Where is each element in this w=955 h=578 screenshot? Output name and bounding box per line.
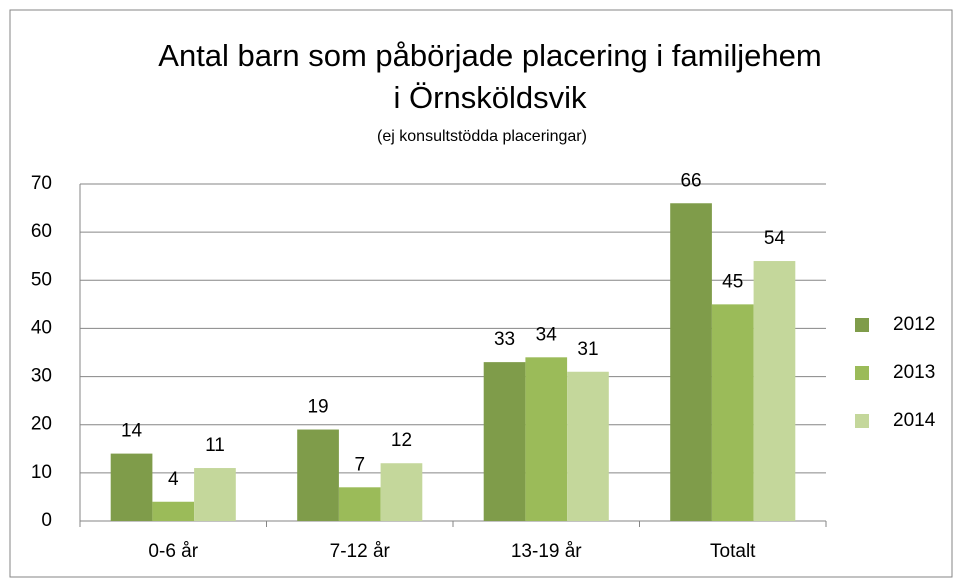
legend-label: 2012 — [893, 314, 935, 335]
bar — [525, 357, 568, 521]
bar — [194, 468, 236, 521]
x-tick-label: 7-12 år — [330, 541, 391, 562]
data-label: 33 — [494, 329, 515, 350]
bar — [670, 203, 712, 521]
bar — [110, 453, 153, 521]
y-tick-label: 30 — [31, 366, 52, 387]
bar — [338, 487, 381, 521]
y-tick-label: 40 — [31, 317, 52, 338]
data-label: 31 — [577, 339, 598, 360]
x-tick-label: Totalt — [710, 541, 756, 562]
bar — [753, 261, 796, 521]
data-label: 19 — [307, 397, 328, 418]
bar — [297, 429, 339, 521]
legend-label: 2014 — [893, 410, 936, 431]
bar — [567, 371, 609, 521]
y-tick-label: 60 — [31, 221, 52, 242]
y-tick-label: 0 — [41, 510, 52, 531]
bar — [711, 304, 754, 521]
bar — [152, 501, 195, 521]
legend-swatch — [855, 414, 869, 428]
data-label: 12 — [391, 430, 412, 451]
y-tick-label: 20 — [31, 414, 52, 435]
chart-title: i Örnsköldsvik — [394, 80, 587, 115]
legend-label: 2013 — [893, 362, 935, 383]
chart-title: Antal barn som påbörjade placering i fam… — [158, 38, 821, 73]
legend-swatch — [855, 318, 869, 332]
y-tick-label: 10 — [31, 462, 52, 483]
data-label: 54 — [764, 228, 786, 249]
chart-subtitle: (ej konsultstödda placeringar) — [377, 128, 587, 145]
legend-swatch — [855, 366, 869, 380]
bar — [483, 362, 526, 521]
data-label: 45 — [722, 271, 743, 292]
data-label: 11 — [205, 435, 225, 456]
bar — [380, 463, 423, 521]
y-tick-label: 70 — [31, 173, 52, 194]
y-tick-label: 50 — [31, 269, 52, 290]
data-label: 14 — [121, 421, 143, 442]
data-label: 7 — [354, 454, 365, 475]
x-tick-label: 0-6 år — [148, 541, 198, 562]
x-tick-label: 13-19 år — [511, 541, 582, 562]
data-label: 34 — [536, 324, 558, 345]
data-label: 4 — [168, 469, 179, 490]
data-label: 66 — [680, 170, 701, 191]
